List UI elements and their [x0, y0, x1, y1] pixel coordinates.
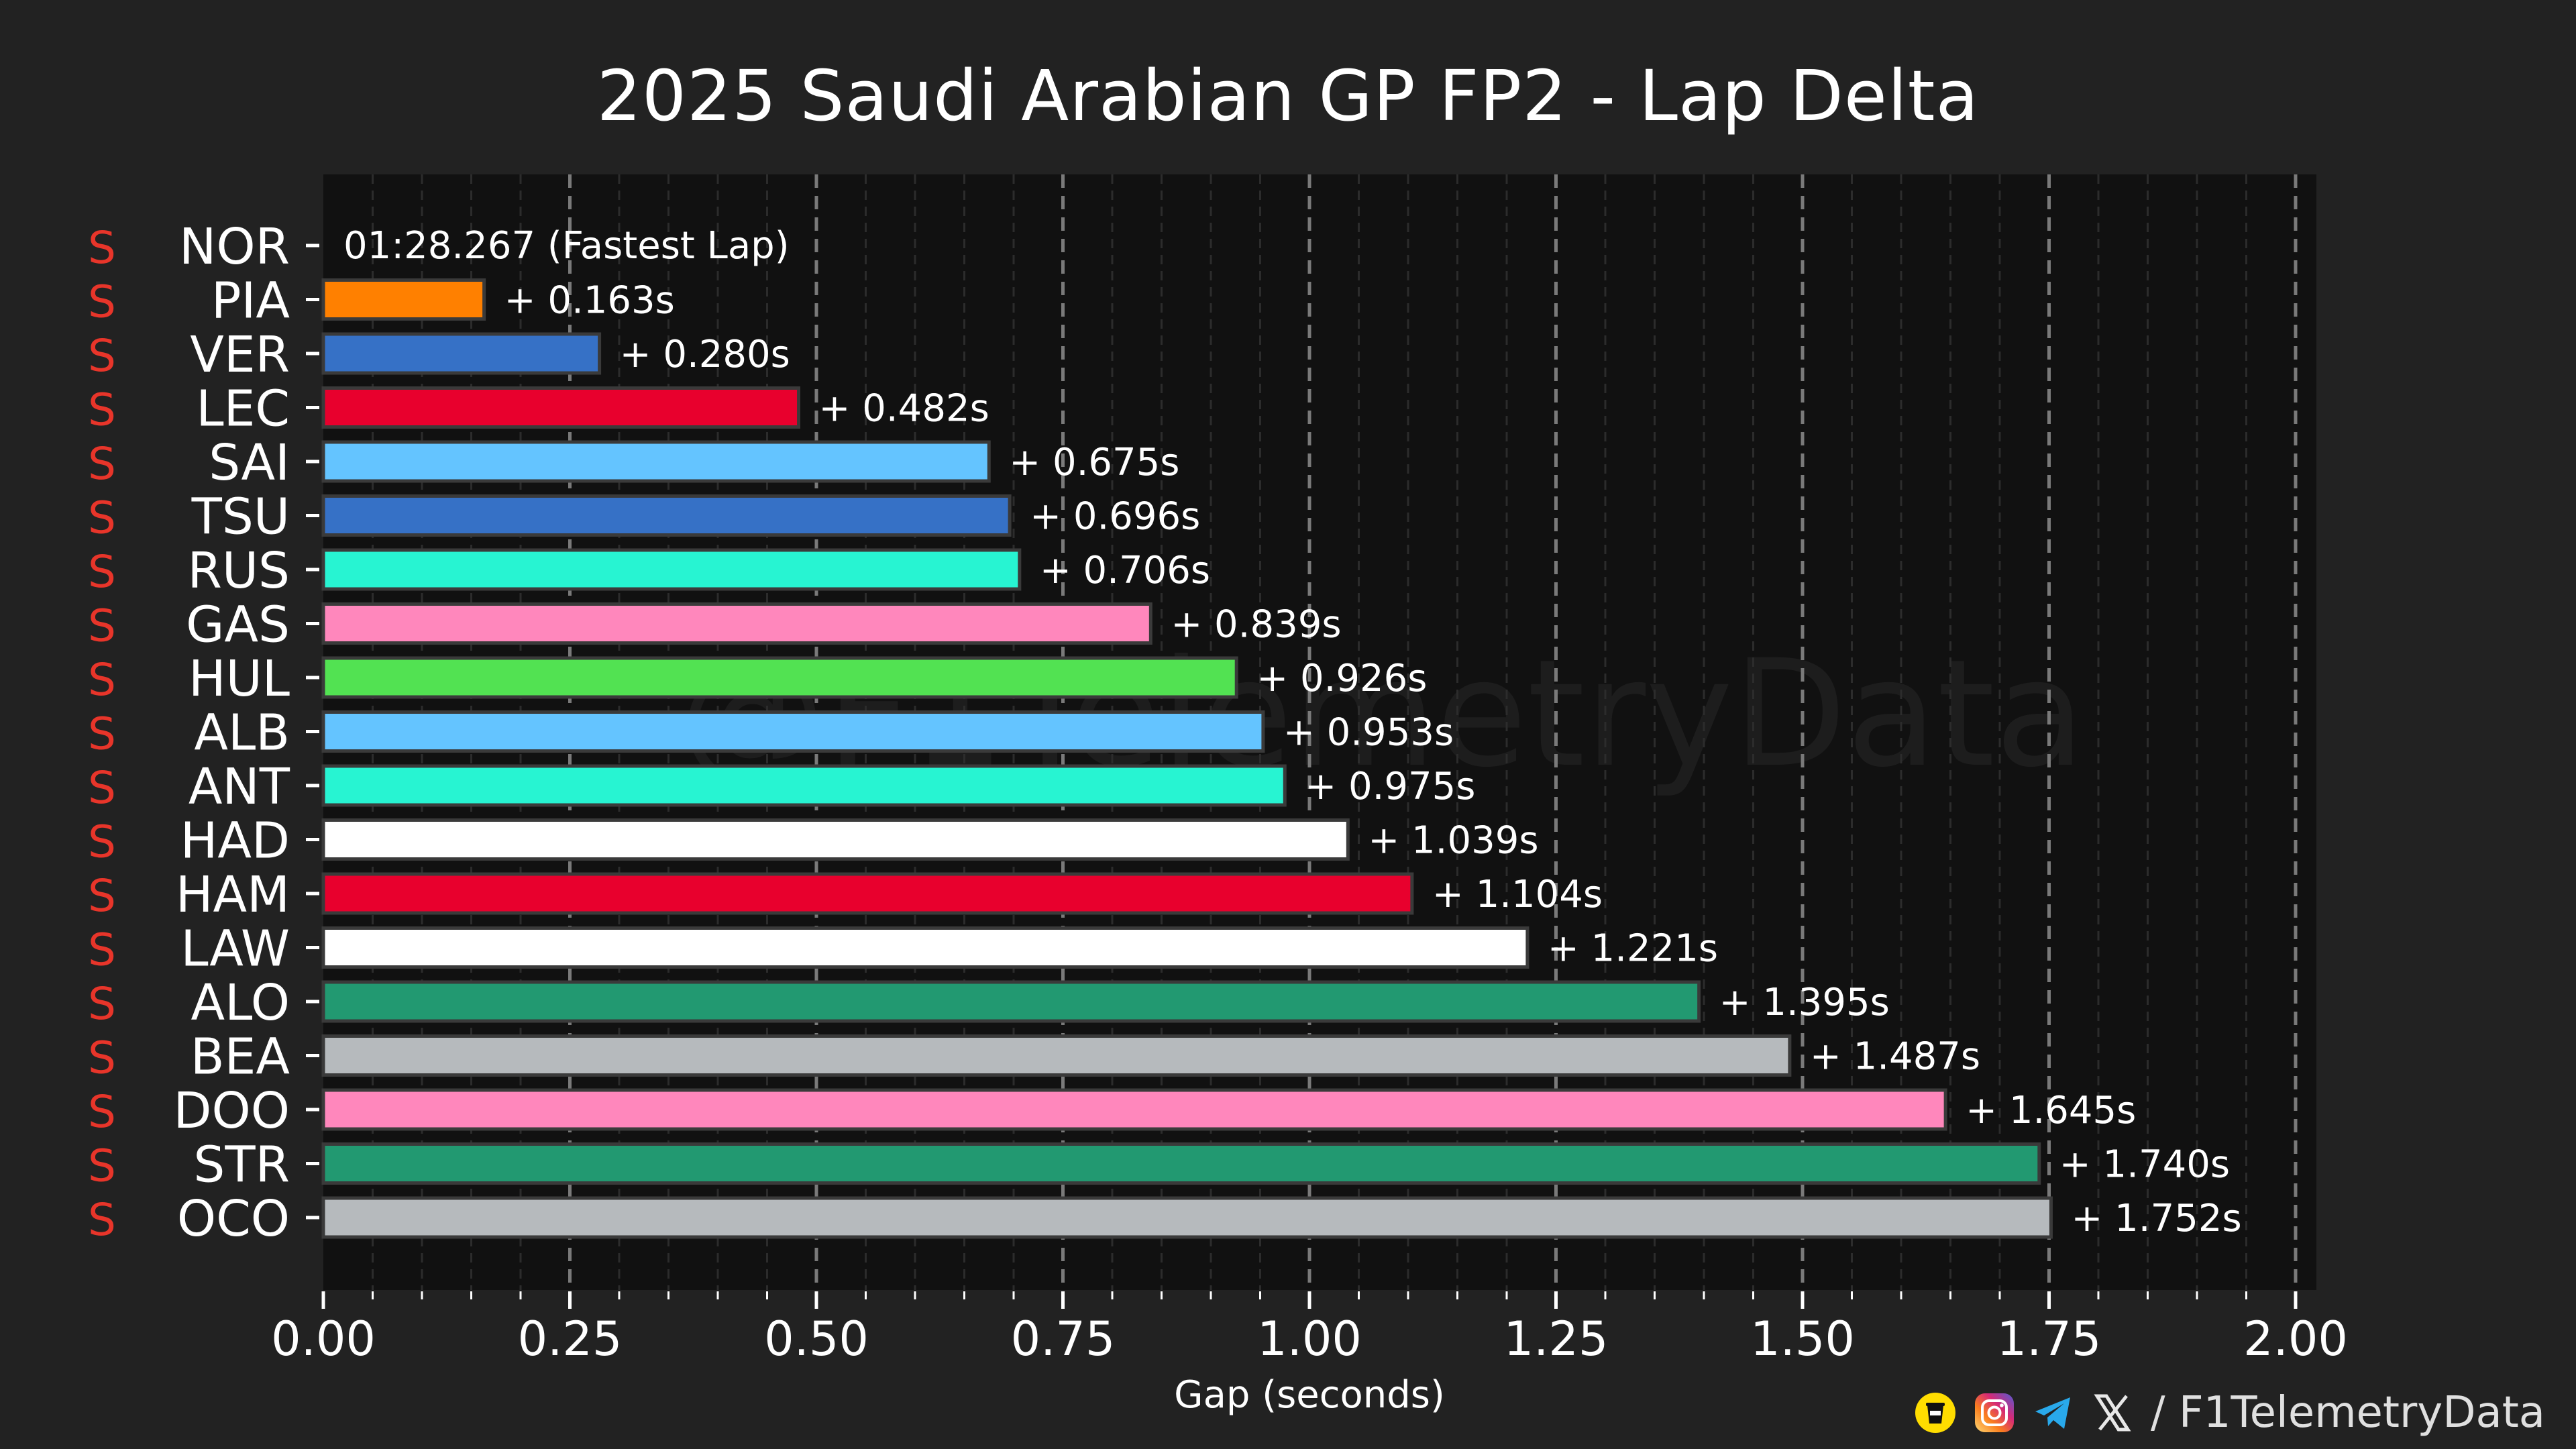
- bar-value-label: + 0.926s: [1256, 657, 1427, 700]
- bar-labels: 01:28.267 (Fastest Lap) + 0.163s + 0.280s +…: [343, 224, 2242, 1240]
- bar-value-label: + 0.696s: [1030, 495, 1200, 539]
- compound-label: S: [88, 1086, 116, 1138]
- y-tick-label: HAD: [180, 812, 290, 870]
- bar-value-label: + 1.039s: [1368, 819, 1538, 863]
- compound-label: S: [88, 276, 116, 328]
- y-tick-label: NOR: [179, 218, 290, 276]
- y-tick-label: STR: [193, 1136, 290, 1194]
- bar: [321, 332, 602, 375]
- bar: [321, 1034, 1792, 1077]
- x-axis-label: Gap (seconds): [1174, 1373, 1445, 1417]
- bar: [321, 980, 1701, 1023]
- bar-value-label: + 0.706s: [1040, 549, 1210, 592]
- compound-label: S: [88, 708, 116, 760]
- bar-value-label: + 0.482s: [819, 387, 989, 431]
- bar: [321, 656, 1238, 699]
- bar: [321, 602, 1152, 645]
- y-tick-label: BEA: [191, 1028, 290, 1086]
- x-tick-label: 1.75: [1997, 1311, 2102, 1366]
- bar-value-label: + 1.221s: [1548, 927, 1718, 971]
- bar: [321, 872, 1414, 915]
- y-tick-label: ALO: [191, 974, 290, 1032]
- bar: [321, 1142, 2041, 1185]
- bar: [321, 548, 1022, 591]
- compound-label: S: [88, 1140, 116, 1192]
- x-tick-label: 0.75: [1011, 1311, 1116, 1366]
- y-tick-label: HUL: [189, 650, 290, 708]
- x-tick-label: 0.50: [764, 1311, 869, 1366]
- compound-label: S: [88, 330, 116, 382]
- x-tick-label: 1.50: [1750, 1311, 1855, 1366]
- bar-value-label: + 0.675s: [1009, 441, 1179, 484]
- y-tick-label: GAS: [186, 596, 290, 654]
- fastest-lap-label: 01:28.267 (Fastest Lap): [343, 224, 790, 268]
- y-tick-label: LEC: [196, 380, 290, 438]
- x-tick-label: 1.25: [1504, 1311, 1609, 1366]
- bar: [321, 1088, 1947, 1131]
- bar-value-label: + 1.487s: [1810, 1035, 1980, 1079]
- bar: [321, 710, 1265, 753]
- bar-value-label: + 0.163s: [504, 279, 675, 323]
- x-tick-label: 1.00: [1257, 1311, 1362, 1366]
- y-tick-label: VER: [190, 326, 290, 384]
- compound-label: S: [88, 222, 116, 274]
- compound-label: S: [88, 438, 116, 490]
- bar-value-label: + 1.395s: [1719, 981, 1890, 1024]
- bar: [321, 1196, 2053, 1239]
- compound-label: S: [88, 1194, 116, 1246]
- y-tick-label: PIA: [211, 272, 290, 330]
- bar-value-label: + 0.280s: [620, 333, 790, 376]
- y-tick-label: OCO: [177, 1190, 290, 1248]
- telegram-icon[interactable]: [2033, 1392, 2074, 1434]
- bar: [321, 386, 801, 429]
- bar-value-label: + 1.752s: [2071, 1197, 2241, 1240]
- buymeacoffee-icon[interactable]: [1915, 1392, 1956, 1434]
- compound-label: S: [88, 384, 116, 436]
- compound-label: S: [88, 546, 116, 598]
- y-tick-label: ANT: [189, 758, 290, 816]
- bar: [321, 764, 1287, 807]
- compound-label: S: [88, 600, 116, 652]
- bar-value-label: + 0.839s: [1171, 603, 1341, 647]
- bar-value-label: + 1.645s: [1966, 1089, 2136, 1132]
- instagram-icon[interactable]: [1974, 1392, 2015, 1434]
- y-tick-label: RUS: [187, 542, 290, 600]
- x-axis: 0.00 0.25 0.50 0.75 1.00 1.25 1.50 1.75 2.00 Gap …: [271, 1291, 2348, 1417]
- x-tick-label: 2.00: [2243, 1311, 2348, 1366]
- footer-handle: / F1TelemetryData: [2151, 1388, 2545, 1438]
- y-tick-label: TSU: [191, 488, 290, 546]
- compound-label: S: [88, 978, 116, 1030]
- compound-label: S: [88, 654, 116, 706]
- bar: [321, 818, 1350, 861]
- compound-label: S: [88, 816, 116, 868]
- footer: / F1TelemetryData: [1915, 1386, 2545, 1440]
- x-icon[interactable]: [2092, 1392, 2133, 1434]
- compound-label: S: [88, 1032, 116, 1084]
- bar-value-label: + 0.953s: [1283, 711, 1454, 755]
- chart-title: 2025 Saudi Arabian GP FP2 - Lap Delta: [596, 55, 1980, 137]
- bar: [321, 494, 1012, 537]
- x-tick-label: 0.25: [518, 1311, 623, 1366]
- bar: [321, 926, 1529, 969]
- y-tick-label: SAI: [209, 434, 290, 492]
- bar-value-label: + 1.740s: [2059, 1143, 2230, 1187]
- compound-label: S: [88, 762, 116, 814]
- compound-label: S: [88, 870, 116, 922]
- compound-label: S: [88, 492, 116, 544]
- y-axis: S NOR S PIA S VER S LEC S SAI S TSU S RUS S GAS S HUL S ALB…: [88, 218, 319, 1248]
- compound-label: S: [88, 924, 116, 976]
- y-tick-label: ALB: [194, 704, 290, 762]
- y-tick-label: LAW: [180, 920, 290, 978]
- bar: [321, 440, 991, 483]
- bar-value-label: + 1.104s: [1432, 873, 1603, 916]
- y-tick-label: DOO: [174, 1082, 290, 1140]
- bar: [321, 278, 486, 321]
- y-tick-label: HAM: [176, 866, 290, 924]
- x-tick-label: 0.00: [271, 1311, 376, 1366]
- bars: [321, 278, 2053, 1239]
- bar-value-label: + 0.975s: [1305, 765, 1475, 808]
